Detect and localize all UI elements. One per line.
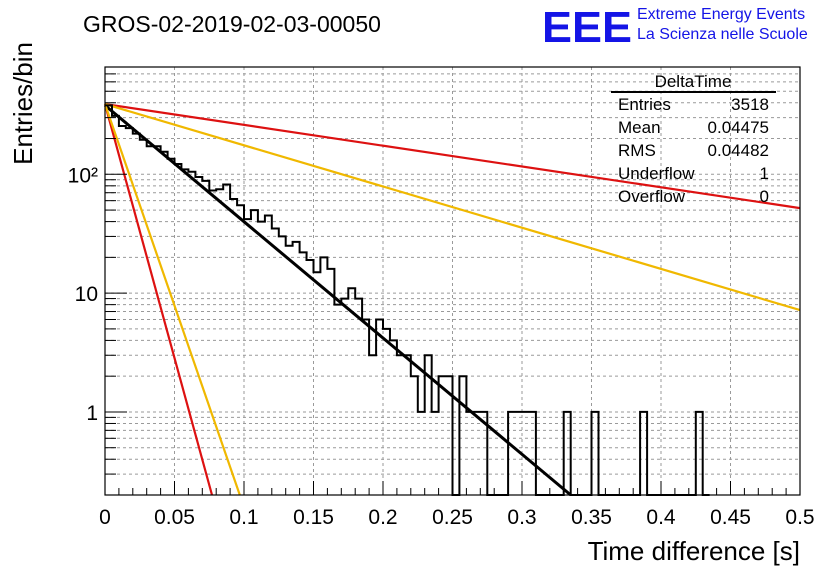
fit-curve: [104, 103, 801, 210]
x-axis-ticks: 0 0.05 0.1 0.15 0.2 0.25 0.3 0.35 0.4 0.45 0.5: [99, 481, 815, 529]
y-tick-label: 10²: [68, 164, 98, 187]
fit-curve: [103, 103, 241, 496]
y-tick-label: 10: [75, 283, 98, 306]
stats-label-entries: Entries: [618, 95, 671, 114]
x-tick-label: 0.4: [646, 506, 676, 529]
x-tick-label: 0.2: [368, 506, 397, 529]
x-tick-label: 0.1: [229, 506, 258, 529]
logo-line1: Extreme Energy Events: [637, 6, 805, 23]
x-tick-label: 0.05: [154, 506, 195, 529]
x-tick-label: 0.35: [571, 506, 612, 529]
stats-value-entries: 3518: [731, 95, 769, 114]
stats-box: DeltaTime Entries 3518 Mean 0.04475 RMS …: [611, 72, 776, 206]
stats-value-underflow: 1: [760, 164, 769, 183]
x-tick-label: 0: [99, 506, 111, 529]
chart-title: GROS-02-2019-02-03-00050: [83, 11, 381, 37]
stats-value-mean: 0.04475: [708, 118, 769, 137]
eee-logo: EEE Extreme Energy Events La Scienza nel…: [542, 3, 808, 52]
logo-line2: La Scienza nelle Scuole: [637, 26, 808, 43]
stats-label-mean: Mean: [618, 118, 661, 137]
y-axis-label: Entries/bin: [8, 42, 38, 165]
fit-curve: [103, 103, 214, 496]
fit-curve: [104, 103, 801, 312]
x-tick-label: 0.5: [785, 506, 814, 529]
stats-title: DeltaTime: [655, 72, 732, 91]
x-tick-label: 0.25: [432, 506, 473, 529]
stats-label-overflow: Overflow: [618, 187, 686, 206]
y-tick-label: 1: [86, 402, 98, 425]
stats-label-rms: RMS: [618, 141, 656, 160]
x-tick-label: 0.15: [293, 506, 334, 529]
stats-value-rms: 0.04482: [708, 141, 769, 160]
logo-mark: EEE: [542, 3, 632, 52]
y-axis-ticks: 1 10 10²: [68, 66, 127, 496]
stats-label-underflow: Underflow: [618, 164, 695, 183]
x-axis-label: Time difference [s]: [588, 536, 800, 566]
x-tick-label: 0.45: [710, 506, 751, 529]
x-tick-label: 0.3: [507, 506, 536, 529]
stats-value-overflow: 0: [760, 187, 769, 206]
